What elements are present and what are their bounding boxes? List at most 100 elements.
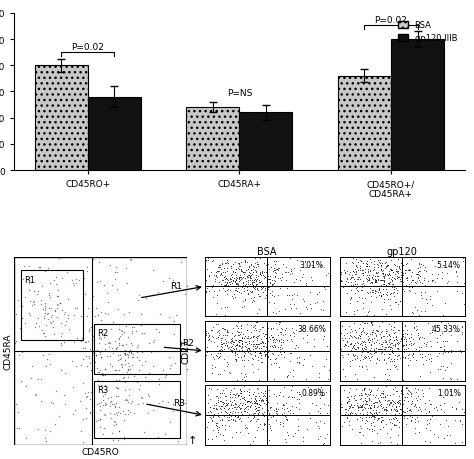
Point — [145, 369, 152, 377]
Point — [364, 265, 372, 273]
Point — [60, 391, 68, 398]
Point — [237, 263, 244, 270]
Point — [363, 363, 370, 370]
Point — [375, 285, 383, 292]
Point — [346, 269, 354, 276]
Point — [393, 337, 401, 344]
Point — [286, 349, 294, 357]
Point — [312, 388, 320, 395]
Point — [238, 303, 246, 311]
Point — [138, 395, 146, 402]
Point — [374, 261, 381, 269]
Point — [102, 331, 109, 339]
Point — [287, 304, 295, 312]
Point — [348, 334, 356, 341]
Point — [236, 405, 244, 413]
Point — [367, 421, 374, 428]
Point — [48, 313, 55, 321]
Point — [389, 420, 396, 427]
Point — [383, 382, 391, 389]
Point — [447, 283, 455, 290]
Point — [114, 285, 121, 293]
Point — [337, 277, 345, 284]
Point — [364, 269, 372, 276]
Point — [240, 353, 248, 360]
Point — [136, 386, 143, 393]
Point — [238, 356, 246, 364]
Point — [386, 433, 393, 441]
Point — [271, 342, 278, 349]
Point — [240, 393, 248, 401]
Point — [370, 422, 377, 430]
Point — [89, 256, 96, 263]
Point — [245, 397, 252, 404]
Point — [281, 283, 289, 290]
Point — [255, 332, 262, 340]
Point — [174, 437, 182, 445]
Point — [404, 391, 412, 398]
Point — [445, 263, 453, 270]
Text: P=NS: P=NS — [227, 89, 252, 97]
Point — [64, 314, 71, 322]
Point — [255, 403, 263, 410]
Point — [389, 414, 396, 421]
Point — [320, 401, 328, 408]
Point — [385, 268, 392, 275]
Point — [336, 340, 344, 347]
Point — [406, 406, 413, 414]
Point — [403, 404, 410, 411]
Point — [228, 337, 236, 344]
Point — [360, 384, 368, 392]
Point — [232, 417, 239, 425]
Point — [412, 271, 419, 279]
Point — [262, 269, 270, 276]
Point — [424, 351, 432, 358]
Point — [366, 268, 374, 275]
Point — [224, 382, 232, 389]
Point — [219, 334, 226, 341]
Point — [360, 338, 367, 345]
Point — [416, 263, 424, 271]
Point — [248, 400, 255, 407]
Point — [362, 319, 369, 326]
Point — [250, 279, 258, 286]
Point — [250, 337, 257, 345]
Point — [261, 285, 269, 292]
Point — [456, 417, 464, 424]
Point — [387, 267, 394, 274]
Point — [249, 333, 256, 341]
Point — [245, 266, 252, 273]
Point — [362, 354, 370, 361]
Point — [283, 291, 291, 299]
Point — [124, 360, 132, 367]
Point — [336, 391, 344, 398]
Point — [257, 354, 264, 362]
Point — [392, 334, 400, 341]
Point — [368, 347, 376, 355]
Point — [125, 366, 132, 373]
Point — [230, 397, 238, 404]
Point — [393, 273, 401, 280]
Point — [336, 267, 344, 274]
Point — [248, 280, 255, 287]
Point — [397, 388, 404, 395]
Point — [262, 340, 269, 347]
Point — [252, 398, 259, 405]
Point — [324, 375, 332, 382]
Point — [280, 338, 287, 346]
Point — [356, 332, 363, 339]
Point — [408, 416, 415, 424]
Point — [228, 283, 235, 290]
Point — [282, 413, 290, 420]
Point — [354, 288, 362, 295]
Point — [206, 408, 213, 415]
Point — [257, 389, 265, 396]
Point — [229, 278, 237, 285]
Point — [271, 266, 278, 274]
Point — [351, 281, 358, 289]
Point — [137, 382, 144, 389]
Point — [101, 390, 109, 397]
Point — [390, 318, 397, 325]
Point — [236, 265, 243, 273]
Point — [154, 434, 162, 441]
